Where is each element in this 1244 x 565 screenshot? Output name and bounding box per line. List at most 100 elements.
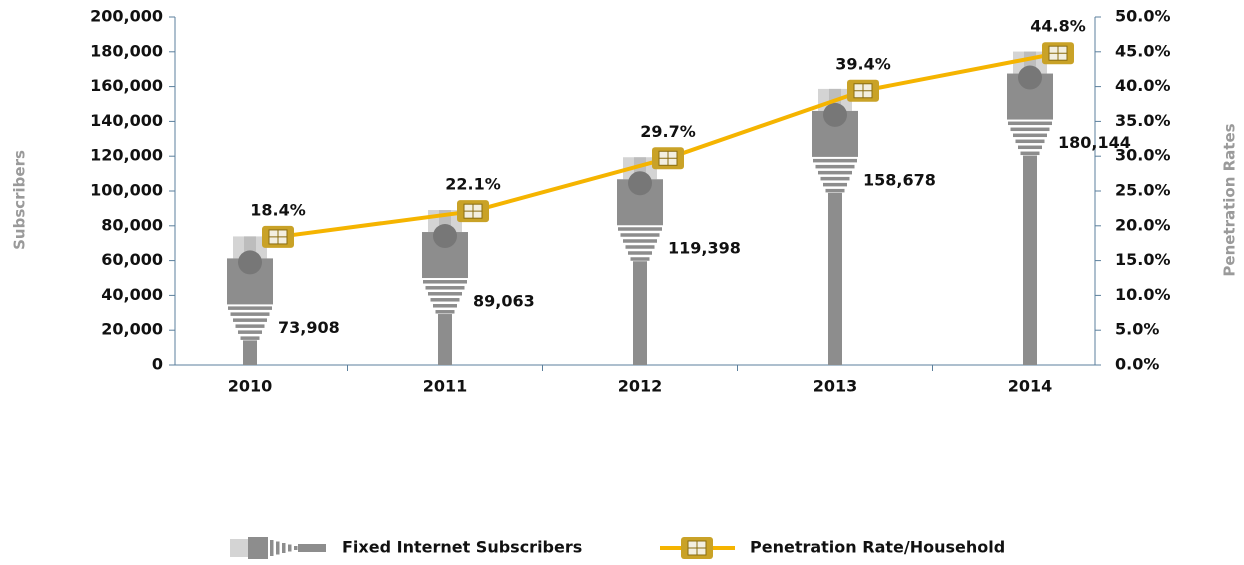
bar-value-label: 119,398 [668,239,741,258]
plug-knob [823,102,847,127]
y-tick-label: 180,000 [90,41,163,60]
bar [617,157,663,365]
plug-rib [1010,127,1050,132]
plug-rib [233,318,267,322]
plug-rib [1015,139,1045,144]
legend-key [230,537,326,559]
legend-plug [248,537,268,559]
bar [227,236,273,365]
line-value-label: 44.8% [1030,17,1086,36]
plug-rib [625,245,655,249]
y2-tick-label: 45.0% [1115,41,1171,60]
plug-rib [618,227,662,231]
y2-tick-label: 40.0% [1115,76,1171,95]
line-marker [457,200,489,223]
line-value-label: 29.7% [640,122,696,141]
line [277,51,1059,239]
bar-value-label: 180,144 [1058,133,1131,152]
bar [422,210,468,365]
cable [243,340,257,365]
line-value-label: 18.4% [250,200,306,219]
plug-rib [228,306,272,310]
plug-knob [238,250,262,275]
y2-tick-label: 0.0% [1115,355,1159,374]
bar [1007,51,1053,365]
legend-rib [276,541,280,555]
bar-value-label: 89,063 [473,292,535,311]
plug-rib [425,286,465,290]
plug-rib [820,176,850,181]
plug-rib [1013,133,1047,138]
plug-rib [430,298,460,302]
y2-tick-label: 35.0% [1115,111,1171,130]
legend-rib [270,540,274,556]
line-value-label: 22.1% [445,175,501,194]
plug-rib [813,158,857,163]
plug-rib [623,239,657,243]
plug-rib [240,336,260,340]
line-marker [1042,42,1074,65]
line-marker [652,147,684,170]
y2-tick-label: 30.0% [1115,146,1171,165]
y-tick-label: 140,000 [90,111,163,130]
y-tick-label: 20,000 [101,320,163,339]
line-value-label: 39.4% [835,54,891,73]
y-tick-label: 200,000 [90,7,163,26]
y-tick-label: 100,000 [90,181,163,200]
plug-rib [823,182,847,187]
y2-tick-label: 15.0% [1115,250,1171,269]
bar [812,88,858,365]
bar-value-label: 158,678 [863,170,936,189]
x-tick-label: 2014 [1008,377,1053,396]
plug-rib [628,251,652,255]
plug-rib [620,233,660,237]
plug-rib [818,170,852,175]
y-tick-label: 120,000 [90,146,163,165]
legend-clip [230,539,248,557]
plug-rib [435,310,455,314]
x-tick-label: 2011 [423,377,468,396]
legend-rib [282,543,286,553]
plug-rib [815,164,855,169]
y-tick-label: 60,000 [101,250,163,269]
plug-knob [628,171,652,196]
plug-knob [1018,65,1042,90]
plug-rib [428,292,462,296]
plug-rib [630,257,650,261]
plug-rib [230,312,270,316]
line-marker [847,79,879,102]
legend-cable [298,544,326,552]
y-axis-title: Subscribers [11,150,29,250]
plug-rib [1020,151,1040,156]
plug-rib [235,324,265,328]
plug-rib [433,304,457,308]
y2-tick-label: 5.0% [1115,320,1159,339]
cable [633,261,647,365]
bar-value-label: 73,908 [278,318,340,337]
cable [1023,155,1037,365]
y-tick-label: 40,000 [101,285,163,304]
legend-label: Fixed Internet Subscribers [342,538,582,557]
cable [828,192,842,365]
line-marker [262,225,294,248]
plug-rib [238,330,262,334]
y2-tick-label: 10.0% [1115,285,1171,304]
plug-rib [825,188,845,193]
legend-key [660,537,735,559]
y-tick-label: 160,000 [90,76,163,95]
legend-rib [288,544,292,552]
plug-rib [1008,121,1052,126]
y-tick-label: 0 [152,355,163,374]
y2-tick-label: 50.0% [1115,7,1171,26]
x-tick-label: 2013 [813,377,858,396]
y2-axis-title: Penetration Rates [1221,123,1239,276]
legend-label: Penetration Rate/Household [750,538,1005,557]
legend-rib [294,546,298,550]
plug-rib [1018,145,1042,150]
y-tick-label: 80,000 [101,215,163,234]
plug-rib [423,280,467,284]
y2-tick-label: 25.0% [1115,181,1171,200]
x-tick-label: 2012 [618,377,663,396]
x-tick-label: 2010 [228,377,273,396]
